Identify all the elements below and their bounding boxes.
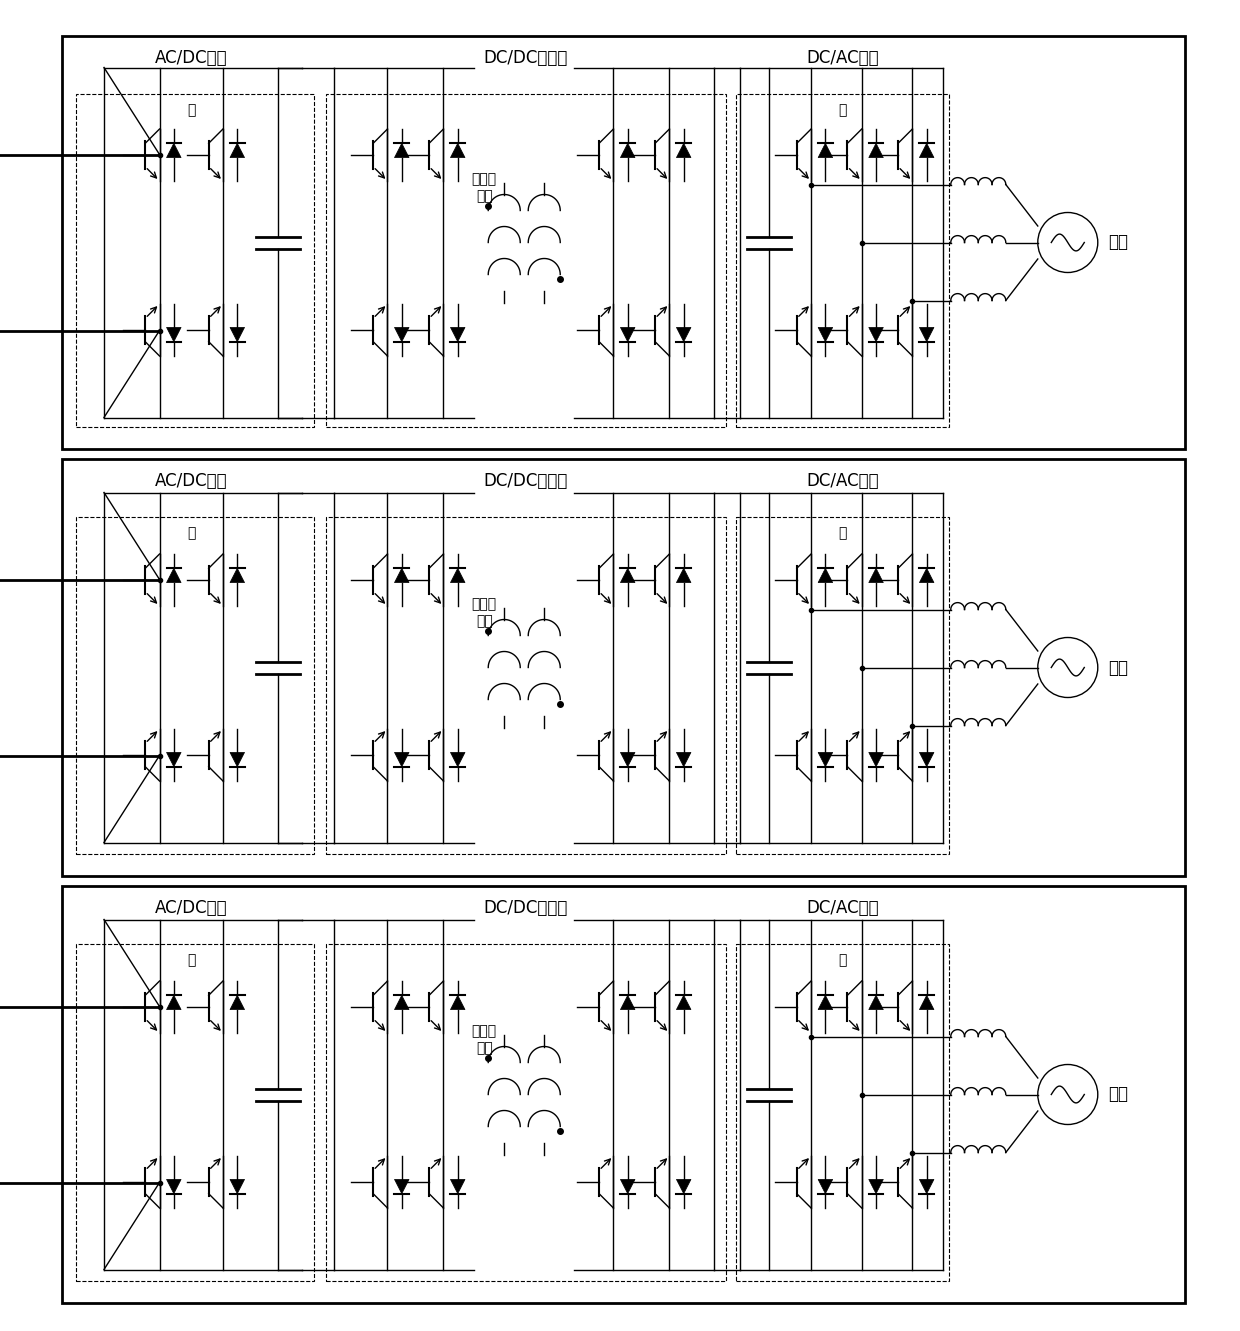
Polygon shape bbox=[677, 996, 691, 1010]
Polygon shape bbox=[229, 327, 244, 342]
Polygon shape bbox=[620, 996, 635, 1010]
Polygon shape bbox=[166, 568, 181, 583]
Polygon shape bbox=[818, 568, 833, 583]
Polygon shape bbox=[869, 144, 883, 157]
Bar bbox=[326, 516, 727, 855]
Text: DC/AC逆变: DC/AC逆变 bbox=[806, 473, 879, 490]
Polygon shape bbox=[620, 752, 635, 767]
Polygon shape bbox=[450, 752, 465, 767]
Text: AC/DC整流: AC/DC整流 bbox=[155, 49, 227, 67]
Polygon shape bbox=[677, 144, 691, 157]
Polygon shape bbox=[869, 752, 883, 767]
Polygon shape bbox=[166, 752, 181, 767]
Bar bbox=[62, 36, 1185, 449]
Polygon shape bbox=[450, 144, 465, 157]
Text: 高频变
压器: 高频变 压器 bbox=[471, 596, 497, 628]
Polygon shape bbox=[869, 327, 883, 342]
Polygon shape bbox=[620, 144, 635, 157]
Bar bbox=[737, 944, 949, 1280]
Polygon shape bbox=[869, 996, 883, 1010]
Polygon shape bbox=[394, 327, 409, 342]
Text: DC/DC变换器: DC/DC变换器 bbox=[484, 473, 568, 490]
Polygon shape bbox=[450, 996, 465, 1010]
Polygon shape bbox=[818, 1179, 833, 1194]
Text: 器: 器 bbox=[187, 526, 196, 540]
Polygon shape bbox=[818, 144, 833, 157]
Polygon shape bbox=[166, 144, 181, 157]
Polygon shape bbox=[394, 144, 409, 157]
Polygon shape bbox=[677, 1179, 691, 1194]
Bar bbox=[76, 95, 314, 427]
Polygon shape bbox=[229, 996, 244, 1010]
Polygon shape bbox=[818, 327, 833, 342]
Polygon shape bbox=[919, 752, 934, 767]
Text: DC/DC变换器: DC/DC变换器 bbox=[484, 49, 568, 67]
Bar bbox=[737, 516, 949, 855]
Polygon shape bbox=[166, 327, 181, 342]
Bar bbox=[62, 886, 1185, 1303]
Polygon shape bbox=[919, 996, 934, 1010]
Polygon shape bbox=[677, 568, 691, 583]
Polygon shape bbox=[818, 996, 833, 1010]
Bar bbox=[326, 944, 727, 1280]
Polygon shape bbox=[919, 1179, 934, 1194]
Polygon shape bbox=[394, 568, 409, 583]
Polygon shape bbox=[394, 1179, 409, 1194]
Bar bbox=[76, 944, 314, 1280]
Text: 电机: 电机 bbox=[1107, 233, 1128, 252]
Polygon shape bbox=[620, 1179, 635, 1194]
Polygon shape bbox=[919, 327, 934, 342]
Polygon shape bbox=[166, 1179, 181, 1194]
Text: 电机: 电机 bbox=[1107, 659, 1128, 676]
Bar bbox=[737, 95, 949, 427]
Text: DC/AC逆变: DC/AC逆变 bbox=[806, 49, 879, 67]
Text: 电机: 电机 bbox=[1107, 1086, 1128, 1103]
Polygon shape bbox=[919, 144, 934, 157]
Bar bbox=[76, 516, 314, 855]
Polygon shape bbox=[450, 1179, 465, 1194]
Polygon shape bbox=[620, 327, 635, 342]
Polygon shape bbox=[869, 568, 883, 583]
Polygon shape bbox=[394, 996, 409, 1010]
Polygon shape bbox=[620, 568, 635, 583]
Text: AC/DC整流: AC/DC整流 bbox=[155, 898, 227, 917]
Bar bbox=[62, 459, 1185, 876]
Polygon shape bbox=[450, 327, 465, 342]
Bar bbox=[326, 95, 727, 427]
Polygon shape bbox=[394, 752, 409, 767]
Text: DC/AC逆变: DC/AC逆变 bbox=[806, 898, 879, 917]
Polygon shape bbox=[229, 1179, 244, 1194]
Polygon shape bbox=[818, 752, 833, 767]
Text: 器: 器 bbox=[838, 526, 847, 540]
Polygon shape bbox=[166, 996, 181, 1010]
Polygon shape bbox=[229, 752, 244, 767]
Polygon shape bbox=[869, 1179, 883, 1194]
Text: 高频变
压器: 高频变 压器 bbox=[471, 172, 497, 204]
Polygon shape bbox=[450, 568, 465, 583]
Polygon shape bbox=[229, 144, 244, 157]
Text: AC/DC整流: AC/DC整流 bbox=[155, 473, 227, 490]
Polygon shape bbox=[677, 752, 691, 767]
Text: 器: 器 bbox=[838, 102, 847, 117]
Polygon shape bbox=[229, 568, 244, 583]
Text: DC/DC变换器: DC/DC变换器 bbox=[484, 898, 568, 917]
Text: 高频变
压器: 高频变 压器 bbox=[471, 1024, 497, 1055]
Polygon shape bbox=[677, 327, 691, 342]
Text: 器: 器 bbox=[838, 953, 847, 968]
Polygon shape bbox=[919, 568, 934, 583]
Text: 器: 器 bbox=[187, 953, 196, 968]
Text: 器: 器 bbox=[187, 102, 196, 117]
